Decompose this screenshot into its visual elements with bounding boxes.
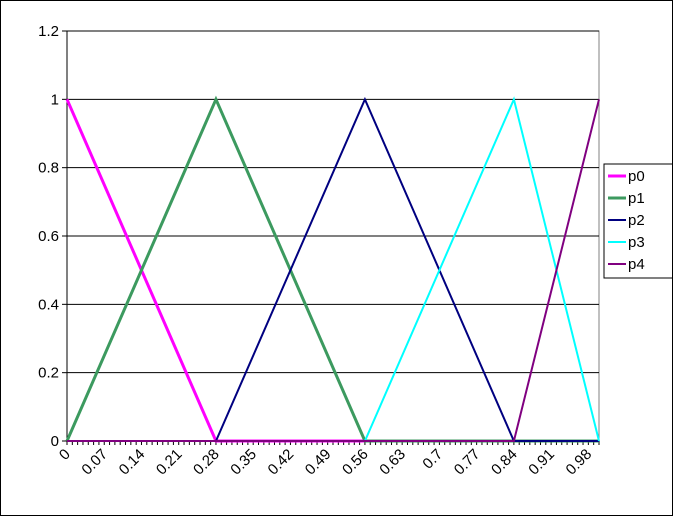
legend-label-p3: p3 (628, 234, 645, 251)
y-tick-label: 0.6 (38, 228, 59, 245)
x-tick-label: 0.07 (78, 446, 111, 479)
x-tick-label: 0.98 (563, 446, 596, 479)
x-tick-label: 0.7 (419, 446, 446, 473)
x-tick-label: 0.63 (376, 446, 409, 479)
x-tick-label: 0.84 (488, 446, 521, 479)
x-tick-label: 0.56 (339, 446, 372, 479)
legend-label-p1: p1 (628, 190, 645, 207)
x-tick-label: 0.14 (116, 446, 149, 479)
x-tick-label: 0.21 (153, 446, 186, 479)
legend-label-p4: p4 (628, 256, 645, 273)
legend-label-p2: p2 (628, 212, 645, 229)
x-tick-label: 0.28 (190, 446, 223, 479)
y-tick-label: 1 (51, 91, 59, 108)
x-tick-label: 0.35 (227, 446, 260, 479)
y-tick-label: 1.2 (38, 23, 59, 40)
x-tick-label: 0.77 (451, 446, 484, 479)
y-tick-label: 0.4 (38, 296, 59, 313)
y-tick-label: 0.8 (38, 160, 59, 177)
x-tick-label: 0.42 (265, 446, 298, 479)
y-tick-label: 0 (51, 433, 59, 450)
y-tick-label: 0.2 (38, 365, 59, 382)
x-tick-label: 0.49 (302, 446, 335, 479)
x-tick-label: 0.91 (525, 446, 558, 479)
legend-label-p0: p0 (628, 168, 645, 185)
series-line-p4 (67, 99, 600, 442)
x-tick-label: 0 (56, 446, 74, 464)
